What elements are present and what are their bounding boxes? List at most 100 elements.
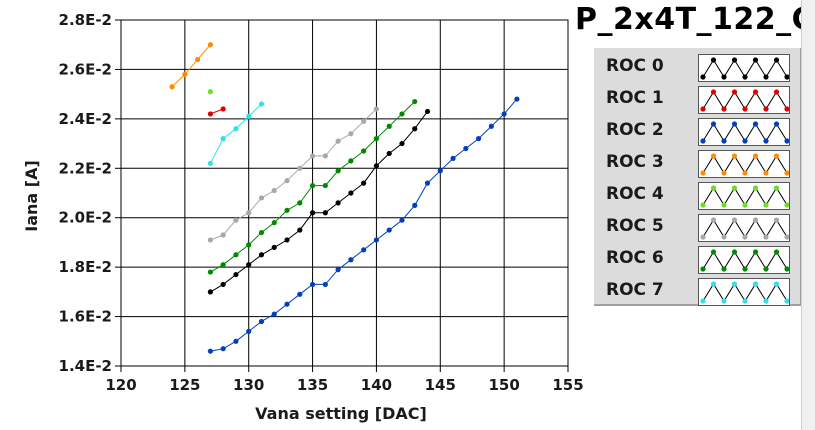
data-point <box>412 202 418 208</box>
data-point <box>501 111 507 117</box>
data-point <box>182 71 188 77</box>
legend-label: ROC 1 <box>606 88 664 108</box>
data-point <box>373 237 380 243</box>
data-point <box>386 123 392 129</box>
legend-swatch <box>698 182 790 210</box>
legend: ROC 0 ROC 1 ROC 2 ROC 3 ROC 4 ROC 5 ROC 6 ROC 7 <box>594 48 802 306</box>
data-point <box>373 106 380 112</box>
data-point <box>284 237 290 243</box>
data-point <box>514 96 520 102</box>
data-point <box>207 160 213 166</box>
data-point <box>233 271 239 278</box>
data-point <box>220 136 226 142</box>
data-point <box>258 229 265 236</box>
x-tick-label: 145 <box>425 376 456 394</box>
data-point <box>488 123 494 129</box>
legend-label: ROC 3 <box>606 152 664 172</box>
data-point <box>220 281 226 288</box>
data-point <box>309 281 316 288</box>
y-tick-label: 2.4E-2 <box>59 110 112 128</box>
data-point <box>284 178 290 184</box>
legend-item: ROC 5 <box>594 212 800 242</box>
data-point <box>246 262 252 268</box>
data-point <box>284 301 290 307</box>
data-point <box>220 346 226 352</box>
legend-label: ROC 0 <box>606 56 664 76</box>
data-point <box>386 227 392 233</box>
y-axis-title: Iana [A] <box>22 160 41 232</box>
data-point <box>322 182 328 189</box>
data-point <box>207 237 213 243</box>
data-point <box>258 101 265 107</box>
y-tick-label: 1.4E-2 <box>59 357 112 375</box>
series-roc-4 <box>207 89 213 95</box>
data-point <box>207 289 213 295</box>
series-roc-0 <box>207 108 431 295</box>
legend-swatch <box>698 86 790 114</box>
series-roc-2 <box>207 96 520 354</box>
legend-label: ROC 5 <box>606 216 664 236</box>
data-point <box>297 291 303 297</box>
data-point <box>220 106 226 112</box>
x-tick-labels: 120 125 130 135 140 145 150 155 <box>105 376 583 394</box>
x-axis-title: Vana setting [DAC] <box>255 404 427 423</box>
legend-swatch <box>698 278 790 306</box>
data-point <box>207 111 213 117</box>
data-point <box>271 311 277 317</box>
data-point <box>463 145 469 152</box>
data-point <box>258 318 265 325</box>
data-point <box>271 220 277 226</box>
legend-item: ROC 7 <box>594 276 800 306</box>
data-point <box>373 163 380 169</box>
data-point <box>361 180 367 186</box>
series-roc-6 <box>207 98 418 275</box>
data-point <box>220 262 226 268</box>
data-point <box>399 140 405 147</box>
legend-item: ROC 2 <box>594 116 800 146</box>
data-point <box>309 182 316 189</box>
data-point <box>207 42 213 48</box>
data-point <box>169 84 175 90</box>
data-point <box>335 267 341 273</box>
data-point <box>246 242 252 248</box>
data-point <box>335 200 341 206</box>
legend-item: ROC 1 <box>594 84 800 114</box>
data-point <box>297 165 303 171</box>
data-point <box>195 56 201 63</box>
data-point <box>437 168 443 174</box>
data-point <box>246 328 252 334</box>
legend-label: ROC 6 <box>606 248 664 268</box>
legend-item: ROC 0 <box>594 52 800 82</box>
y-tick-label: 2.8E-2 <box>59 11 112 29</box>
data-point <box>322 281 328 288</box>
series-line <box>210 111 428 293</box>
legend-label: ROC 4 <box>606 184 664 204</box>
data-point <box>233 252 239 258</box>
data-point <box>233 126 239 132</box>
data-point <box>373 136 380 142</box>
data-point <box>233 338 239 344</box>
data-point <box>386 150 392 157</box>
x-tick-label: 130 <box>233 376 264 394</box>
data-point <box>220 232 226 238</box>
data-point <box>207 348 213 354</box>
vertical-scrollbar[interactable] <box>801 0 815 430</box>
data-point <box>335 138 341 144</box>
data-point <box>322 210 328 216</box>
data-point <box>246 210 252 216</box>
data-point <box>233 217 239 223</box>
data-point <box>348 158 354 164</box>
data-point <box>322 153 328 159</box>
data-point <box>309 210 316 216</box>
data-point <box>207 269 213 275</box>
x-tick-label: 140 <box>361 376 392 394</box>
plot-frame <box>120 19 569 367</box>
x-tick-label: 120 <box>105 376 136 394</box>
axes <box>115 19 569 372</box>
y-tick-label: 2.6E-2 <box>59 60 112 78</box>
grid <box>120 19 569 367</box>
data-point <box>297 227 303 233</box>
legend-item: ROC 4 <box>594 180 800 210</box>
series-roc-5 <box>207 106 380 243</box>
